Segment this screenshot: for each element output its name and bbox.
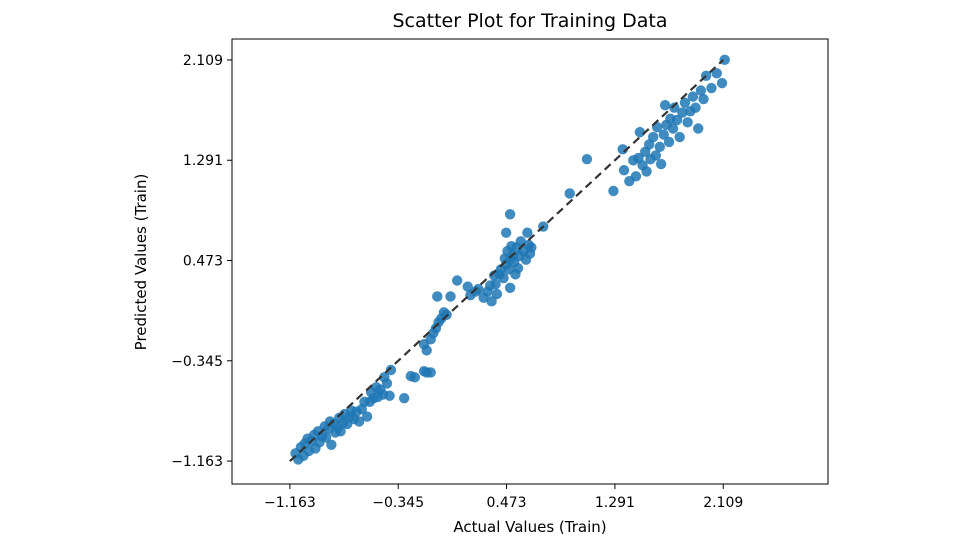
scatter-point [398, 392, 410, 404]
y-tick-label: 0.473 [183, 254, 223, 270]
scatter-point [659, 100, 671, 111]
scatter-point [695, 85, 707, 96]
scatter-point [679, 97, 691, 108]
scatter-point [421, 345, 432, 356]
scatter-point [687, 91, 699, 102]
x-axis-label: Actual Values (Train) [453, 518, 606, 536]
scatter-point [716, 77, 728, 89]
scatter-point [630, 171, 642, 182]
scatter-point [581, 153, 593, 165]
scatter-point [650, 150, 662, 161]
y-tick-label: −1.163 [171, 454, 223, 470]
scatter-point [671, 114, 683, 126]
scatter-point [335, 426, 346, 437]
scatter-point [663, 136, 675, 148]
scatter-point [706, 82, 717, 94]
scatter-point [634, 126, 646, 138]
scatter-point [353, 416, 365, 427]
scatter-point [504, 209, 516, 220]
scatter-point [667, 123, 679, 134]
scatter-point [490, 278, 501, 290]
scatter-point [381, 378, 393, 389]
reference-line [289, 59, 724, 462]
scatter-point [473, 283, 484, 295]
x-tick-label: −0.345 [372, 495, 424, 511]
scatter-point [462, 281, 473, 292]
y-axis-label: Predicted Values (Train) [132, 174, 150, 351]
scatter-point [384, 390, 395, 401]
scatter-point [320, 432, 332, 443]
scatter-point [564, 188, 575, 199]
scatter-point [682, 117, 693, 128]
y-tick-label: 1.291 [183, 153, 223, 169]
scatter-point [512, 263, 524, 274]
scatter-point [491, 288, 503, 300]
scatter-point [658, 129, 669, 140]
y-tick-label: 2.109 [183, 53, 223, 69]
scatter-point [655, 158, 667, 170]
scatter-point [432, 291, 443, 302]
scatter-point [385, 364, 397, 376]
scatter-point [669, 102, 680, 113]
scatter-point [500, 227, 512, 238]
scatter-point [409, 372, 420, 383]
scatter-point [445, 291, 456, 302]
x-tick-label: 2.109 [703, 495, 743, 511]
scatter-point [711, 68, 722, 79]
scatter-point [698, 93, 709, 105]
scatter-point [677, 107, 688, 118]
scatter-point [486, 296, 497, 307]
scatter-point [693, 123, 704, 134]
scatter-point [451, 275, 463, 286]
chart-title: Scatter Plot for Training Data [393, 10, 668, 32]
plot-frame [231, 38, 829, 485]
scatter-point [654, 141, 665, 153]
x-tick-label: −1.163 [264, 495, 316, 511]
y-tick-label: −0.345 [171, 354, 223, 370]
scatter-point [361, 411, 373, 422]
scatter-point [522, 227, 533, 238]
ticks-layer: −1.163 −0.345 0.473 1.291 2.109 −1.163 −0.345 0… [171, 53, 743, 511]
scatter-point [526, 242, 537, 253]
scatter-point [425, 367, 436, 378]
x-tick-label: 0.473 [487, 495, 527, 511]
scatter-point [647, 131, 659, 143]
scatter-point [504, 282, 516, 294]
scatter-point [674, 131, 685, 143]
scatter-point [326, 439, 337, 450]
x-tick-label: 1.291 [595, 495, 635, 511]
scatter-point [608, 185, 619, 197]
scatter-point [498, 272, 509, 284]
reference-line-layer [289, 59, 724, 462]
scatter-point [690, 102, 701, 113]
scatter-point [641, 166, 652, 177]
scatter-point [618, 164, 630, 176]
